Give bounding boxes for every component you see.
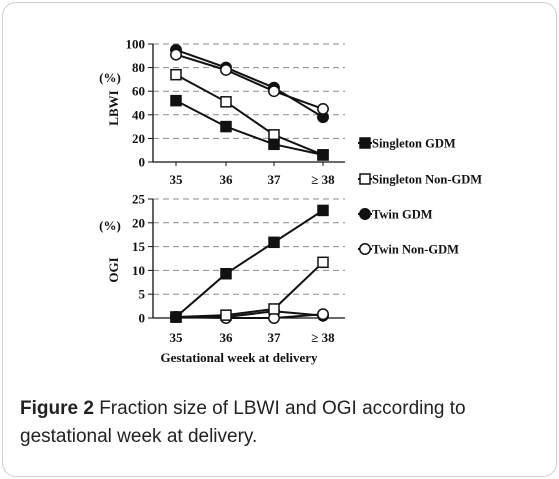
ogi-point-singleton-gdm bbox=[268, 236, 280, 249]
ogi-unit: (%) bbox=[99, 218, 121, 233]
ogi-ytick-label: 5 bbox=[139, 287, 146, 302]
caption-text: Fraction size of LBWI and OGI according … bbox=[20, 398, 466, 447]
lbwi-point-twin-non-gdm bbox=[170, 48, 182, 61]
lbwi-ylabel: LBWI bbox=[106, 90, 121, 125]
legend-marker-twin-non-gdm bbox=[359, 243, 371, 255]
figure-caption: Figure 2 Fraction size of LBWI and OGI a… bbox=[20, 395, 540, 451]
ogi-line-singleton-gdm bbox=[175, 209, 324, 318]
ogi-line-twin-non-gdm bbox=[175, 313, 324, 319]
ogi-ytick-label: 10 bbox=[132, 263, 145, 278]
lbwi-line-singleton-non-gdm bbox=[175, 73, 324, 156]
lbwi-line-twin-gdm bbox=[175, 48, 324, 119]
lbwi-ytick-label: 60 bbox=[132, 84, 145, 99]
lbwi-line-twin-non-gdm bbox=[175, 53, 324, 110]
ogi-ylabel: OGI bbox=[106, 257, 121, 282]
legend-marker-twin-gdm bbox=[359, 208, 371, 220]
ogi-point-singleton-gdm bbox=[170, 311, 182, 323]
lbwi-point-singleton-gdm bbox=[220, 120, 232, 133]
ogi-ytick-label: 0 bbox=[139, 311, 146, 326]
ogi-panel: 0 5 10 15 20 25 35 36 37 ≥ 38 OGI (%) Gestational we… bbox=[99, 192, 345, 365]
ogi-point-singleton-gdm bbox=[220, 267, 232, 280]
ogi-xtick-label: 36 bbox=[220, 330, 234, 345]
ogi-point-singleton-gdm bbox=[317, 204, 329, 217]
legend-label-singleton-gdm: Singleton GDM bbox=[372, 137, 456, 151]
lbwi-point-singleton-gdm bbox=[170, 94, 182, 107]
legend-label-singleton-non-gdm: Singleton Non-GDM bbox=[372, 173, 482, 187]
lbwi-point-singleton-gdm bbox=[268, 138, 280, 151]
lbwi-ytick-label: 40 bbox=[132, 107, 145, 122]
ogi-point-singleton-non-gdm bbox=[268, 303, 280, 315]
lbwi-point-singleton-non-gdm bbox=[268, 129, 280, 141]
lbwi-ytick-label: 100 bbox=[126, 37, 146, 52]
ogi-point-twin-non-gdm bbox=[317, 308, 329, 321]
legend-marker-singleton-non-gdm bbox=[359, 173, 371, 185]
lbwi-point-singleton-non-gdm bbox=[220, 96, 232, 108]
lbwi-point-twin-non-gdm bbox=[220, 64, 232, 76]
ogi-xlabel: Gestational week at delivery bbox=[160, 350, 318, 365]
ogi-ytick-label: 20 bbox=[132, 215, 145, 230]
lbwi-ytick-label: 80 bbox=[132, 60, 145, 75]
ogi-point-singleton-non-gdm bbox=[220, 309, 232, 321]
ogi-xtick-label: 37 bbox=[268, 330, 282, 345]
legend-label-twin-non-gdm: Twin Non-GDM bbox=[372, 243, 459, 257]
ogi-ytick-label: 25 bbox=[132, 192, 146, 207]
legend: Singleton GDM Singleton Non-GDM Twin GDM Tw… bbox=[358, 137, 482, 257]
lbwi-line-singleton-gdm bbox=[175, 99, 324, 156]
ogi-point-singleton-non-gdm bbox=[317, 256, 329, 269]
ogi-xtick-label: 35 bbox=[170, 330, 184, 345]
lbwi-xtick-label: 36 bbox=[220, 172, 234, 187]
ogi-line-singleton-non-gdm bbox=[175, 261, 324, 318]
ogi-xtick-label: ≥ 38 bbox=[311, 330, 335, 345]
figure-chart: 0 20 40 60 80 100 35 36 37 ≥ 38 LBWI (%) 0 5 10 15 20 25… bbox=[99, 37, 482, 366]
lbwi-xtick-label: 35 bbox=[170, 172, 184, 187]
legend-label-twin-gdm: Twin GDM bbox=[372, 208, 433, 222]
lbwi-unit: (%) bbox=[99, 70, 121, 85]
caption-label: Figure 2 bbox=[20, 398, 94, 419]
lbwi-ytick-label: 0 bbox=[139, 155, 146, 170]
lbwi-xtick-label: 37 bbox=[268, 172, 282, 187]
lbwi-point-singleton-non-gdm bbox=[170, 68, 182, 81]
ogi-ytick-label: 15 bbox=[132, 239, 146, 254]
lbwi-point-singleton-gdm bbox=[317, 149, 329, 161]
lbwi-point-twin-non-gdm bbox=[317, 102, 329, 115]
lbwi-point-twin-non-gdm bbox=[268, 85, 280, 98]
legend-marker-singleton-gdm bbox=[359, 137, 371, 149]
lbwi-ytick-label: 20 bbox=[132, 131, 145, 146]
lbwi-panel: 0 20 40 60 80 100 35 36 37 ≥ 38 LBWI (%) bbox=[99, 37, 345, 187]
lbwi-xtick-label: ≥ 38 bbox=[311, 172, 335, 187]
